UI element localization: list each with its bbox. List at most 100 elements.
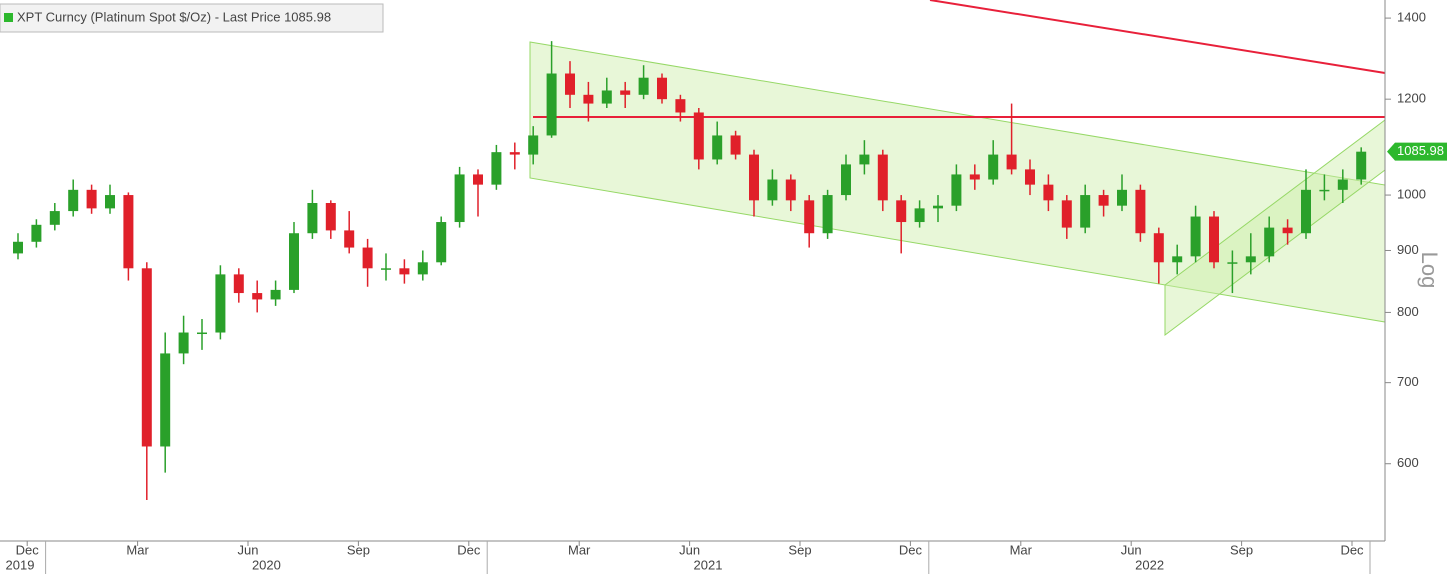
candle-body (1153, 233, 1164, 263)
candle-body (1190, 216, 1201, 257)
candle-body (1080, 195, 1091, 228)
candle-body (473, 174, 483, 185)
y-tick-label: 600 (1397, 455, 1419, 470)
candle-body (583, 94, 594, 104)
candle-body (436, 222, 447, 263)
y-tick-label: 1400 (1397, 10, 1426, 25)
candle-body (749, 154, 759, 201)
x-tick-label: Mar (126, 542, 149, 557)
candle-body (675, 99, 686, 113)
y-tick-label: 700 (1397, 374, 1419, 389)
x-group-label: 2020 (252, 557, 281, 572)
y-tick-label: 1200 (1397, 91, 1426, 106)
candle-body (491, 152, 502, 185)
candle-body (1245, 256, 1256, 263)
candle-body (68, 189, 79, 212)
candle-body (13, 241, 23, 254)
candle-body (601, 90, 612, 104)
candle-body (969, 174, 980, 180)
candle-body (896, 200, 907, 223)
candle-body (417, 262, 428, 275)
candle-body (730, 135, 741, 155)
x-tick-label: Sep (347, 542, 370, 557)
legend-box (0, 3, 384, 33)
candle-body (197, 332, 207, 335)
candle-body (86, 189, 97, 209)
candle-body (454, 174, 465, 223)
candle-body (233, 274, 244, 294)
candle-body (178, 332, 189, 354)
candle-body (1098, 195, 1109, 206)
candle-body (1061, 200, 1072, 228)
candle-body (381, 268, 391, 270)
candle-body (822, 195, 833, 234)
legend-swatch (4, 13, 13, 22)
x-tick-label: Mar (568, 542, 591, 557)
candle-body (565, 73, 575, 95)
candle-body (1209, 216, 1219, 263)
x-tick-label: Sep (1230, 542, 1253, 557)
candle-body (105, 195, 115, 209)
candle-body (1282, 227, 1293, 234)
candle-body (252, 293, 263, 300)
candle-body (528, 135, 539, 155)
candle-body (49, 211, 60, 225)
x-tick-label: Jun (679, 542, 700, 557)
candle-body (270, 289, 281, 300)
candles (13, 41, 1367, 501)
candle-body (325, 203, 336, 231)
candle-body (841, 164, 851, 196)
candle-body (31, 224, 42, 242)
y-tick-label: 800 (1397, 304, 1419, 319)
x-tick-label: Dec (457, 542, 481, 557)
x-group-label: 2022 (1135, 557, 1164, 572)
candle-body (767, 179, 778, 201)
x-tick-label: Jun (238, 542, 259, 557)
candle-body (307, 203, 318, 234)
candle-body (693, 112, 704, 160)
candle-body (712, 135, 723, 160)
candle-body (1135, 189, 1146, 234)
candle-body (877, 154, 888, 201)
candle-body (1337, 179, 1348, 190)
candle-body (804, 200, 815, 234)
candle-body (546, 73, 557, 136)
legend-text: XPT Curncy (Platinum Spot $/Oz) - Last P… (17, 9, 331, 24)
candle-body (1043, 184, 1054, 201)
x-tick-label: Jun (1121, 542, 1142, 557)
candle-body (1264, 227, 1275, 257)
candle-body (1319, 189, 1330, 192)
x-tick-label: Dec (1340, 542, 1364, 557)
candle-body (215, 274, 226, 333)
candle-body (160, 353, 171, 447)
candle-body (1172, 256, 1183, 263)
candle-body (1227, 262, 1238, 264)
x-group-label: 2021 (694, 557, 723, 572)
x-group-label: 2019 (6, 557, 35, 572)
candle-body (399, 268, 410, 275)
y-tick-label: 1000 (1397, 186, 1426, 201)
candle-body (1006, 154, 1017, 170)
y-axis-label: Log (1417, 252, 1442, 289)
x-tick-label: Dec (16, 542, 40, 557)
candle-body (638, 77, 649, 95)
candle-body (362, 247, 373, 269)
candle-body (123, 195, 134, 269)
candle-body (657, 77, 667, 100)
candle-body (289, 233, 299, 290)
y-tick-label: 900 (1397, 242, 1419, 257)
x-tick-label: Sep (788, 542, 811, 557)
candle-body (1025, 169, 1035, 185)
x-tick-label: Mar (1010, 542, 1033, 557)
legend: XPT Curncy (Platinum Spot $/Oz) - Last P… (0, 3, 384, 33)
candle-body (509, 152, 520, 155)
candle-body (620, 90, 631, 95)
candle-body (951, 174, 962, 206)
last-price-tag (1387, 142, 1447, 161)
candle-body (344, 230, 355, 248)
x-tick-label: Dec (899, 542, 923, 557)
candle-body (1356, 151, 1367, 180)
last-price-label: 1085.98 (1397, 143, 1444, 158)
candle-body (933, 205, 943, 209)
